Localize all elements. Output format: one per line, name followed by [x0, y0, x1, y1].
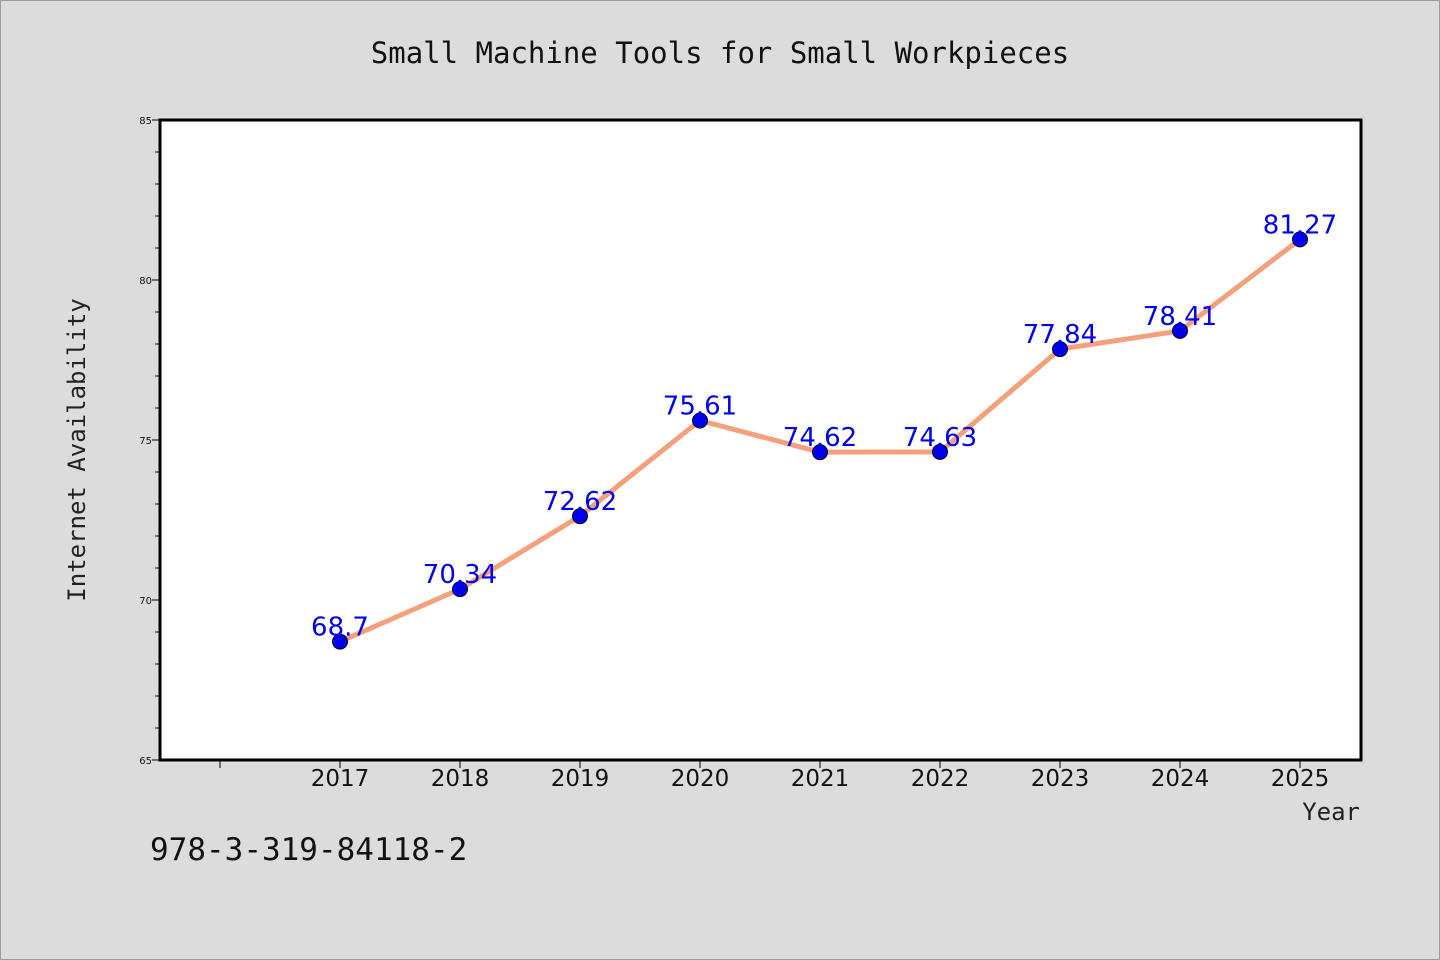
axis-ticks: 65 70 75 80 85 2017 2018 2019 2020 2021 2022 2023 20… — [139, 116, 1329, 792]
data-labels: 68.7 70.34 72.62 75.61 74.62 74.63 77.84 78.41 8… — [311, 210, 1337, 642]
y-tick-label: 75 — [139, 436, 152, 447]
footnote-isbn: 978-3-319-84118-2 — [150, 832, 468, 868]
x-tick-label: 2023 — [1031, 766, 1090, 792]
y-tick-label: 70 — [139, 596, 152, 607]
data-point — [1292, 231, 1308, 248]
data-point — [1172, 322, 1188, 339]
data-label: 72.62 — [543, 487, 617, 517]
data-label: 78.41 — [1143, 302, 1217, 332]
data-label: 75.61 — [663, 391, 737, 421]
y-axis-label: Internet Availability — [63, 298, 91, 601]
data-point — [692, 412, 708, 429]
x-axis-label: Year — [1302, 798, 1360, 826]
data-label: 81.27 — [1263, 210, 1337, 240]
x-tick-label: 2021 — [791, 766, 850, 792]
data-label: 77.84 — [1023, 320, 1097, 350]
x-tick-label: 2024 — [1151, 766, 1210, 792]
x-tick-label: 2018 — [431, 766, 490, 792]
plot-area — [158, 118, 1363, 762]
chart-title: Small Machine Tools for Small Workpieces — [371, 36, 1069, 70]
data-label: 74.63 — [903, 423, 977, 453]
x-tick-label: 2020 — [671, 766, 730, 792]
data-label: 70.34 — [423, 560, 497, 590]
data-point — [932, 443, 948, 460]
x-tick-label: 2025 — [1271, 766, 1330, 792]
data-point — [572, 508, 588, 525]
x-tick-label: 2019 — [551, 766, 610, 792]
x-tick-label: 2022 — [911, 766, 970, 792]
y-tick-label: 85 — [139, 116, 152, 127]
data-label: 74.62 — [783, 423, 857, 453]
data-point — [332, 633, 348, 650]
series-layer — [332, 231, 1308, 650]
y-tick-label: 80 — [139, 276, 152, 287]
data-point — [452, 581, 468, 598]
x-tick-label: 2017 — [311, 766, 370, 792]
data-point — [1052, 341, 1068, 358]
data-point — [812, 444, 828, 461]
y-tick-label: 65 — [139, 756, 152, 767]
data-label: 68.7 — [311, 613, 369, 643]
